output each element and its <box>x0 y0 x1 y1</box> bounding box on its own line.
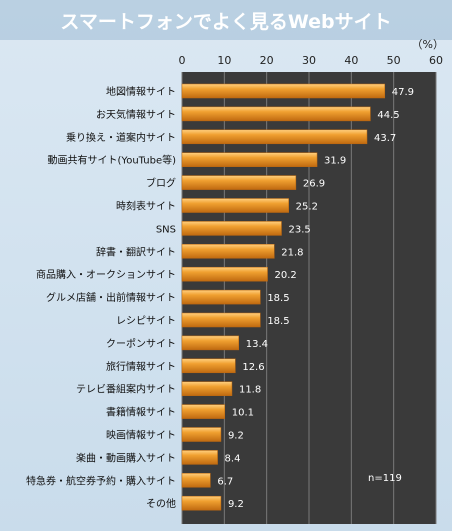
x-tick-label: 50 <box>387 54 401 67</box>
category-label: 地図情報サイト <box>106 85 176 98</box>
category-label: ブログ <box>146 177 176 190</box>
bar <box>181 450 218 465</box>
bar <box>181 152 318 167</box>
category-label: 動画共有サイト(YouTube等) <box>48 154 177 167</box>
sample-size-note: n=119 <box>368 473 402 484</box>
x-tick-label: 0 <box>179 54 186 67</box>
x-axis-ticks: 0 10 20 30 40 50 60 <box>179 54 444 67</box>
value-label: 23.5 <box>288 224 310 235</box>
value-label: 9.2 <box>228 499 244 510</box>
value-label: 47.9 <box>392 87 414 98</box>
value-label: 31.9 <box>324 156 346 167</box>
value-label: 26.9 <box>303 179 325 190</box>
value-label: 18.5 <box>267 316 289 327</box>
value-labels: 47.9 44.5 43.7 31.9 26.9 25.2 23.5 21.8 20.2 18.5… <box>217 87 414 510</box>
bar <box>181 83 386 99</box>
bar <box>181 358 236 374</box>
category-label: 旅行情報サイト <box>106 360 176 373</box>
value-label: 25.2 <box>296 202 318 213</box>
value-label: 12.6 <box>242 362 264 373</box>
bar <box>181 244 275 259</box>
value-label: 18.5 <box>267 293 289 304</box>
bar <box>181 129 368 145</box>
unit-label: （%） <box>412 38 444 51</box>
value-label: 20.2 <box>275 270 297 281</box>
value-label: 13.4 <box>246 339 268 350</box>
bar <box>181 289 261 305</box>
category-label: レシピサイト <box>116 315 176 327</box>
bar <box>181 404 226 419</box>
bar <box>181 266 268 282</box>
value-label: 9.2 <box>228 431 244 442</box>
category-label: 楽曲・動画購入サイト <box>76 451 176 464</box>
gridlines <box>181 72 437 524</box>
category-label: 乗り換え・道案内サイト <box>66 131 176 144</box>
bar <box>181 335 239 351</box>
category-label: その他 <box>146 497 176 510</box>
category-label: 時刻表サイト <box>116 200 176 213</box>
category-label: クーポンサイト <box>106 338 176 350</box>
value-label: 43.7 <box>374 133 396 144</box>
value-label: 21.8 <box>281 247 303 258</box>
x-tick-label: 60 <box>429 54 443 67</box>
category-label: SNS <box>156 224 176 235</box>
bar <box>181 198 289 213</box>
bar <box>181 495 222 511</box>
category-label: 書籍情報サイト <box>106 406 176 419</box>
value-label: 8.4 <box>225 453 241 464</box>
category-label: グルメ店舗・出前情報サイト <box>46 291 176 304</box>
bar <box>181 221 282 236</box>
x-tick-label: 10 <box>217 54 231 67</box>
bar <box>181 312 261 328</box>
bar <box>181 473 211 488</box>
bar <box>181 427 222 442</box>
category-labels: 地図情報サイトお天気情報サイト乗り換え・道案内サイト動画共有サイト(YouTub… <box>26 85 176 510</box>
chart-title: スマートフォンでよく見るWebサイト <box>60 11 391 33</box>
bars <box>181 83 386 511</box>
x-tick-label: 40 <box>344 54 358 67</box>
bar <box>181 106 371 122</box>
x-tick-label: 20 <box>260 54 274 67</box>
value-label: 6.7 <box>217 476 233 487</box>
category-label: 商品購入・オークションサイト <box>36 268 176 281</box>
x-tick-label: 30 <box>302 54 316 67</box>
bar <box>181 175 297 190</box>
category-label: 映画情報サイト <box>106 429 176 442</box>
title-banner <box>0 0 452 40</box>
category-label: テレビ番組案内サイト <box>76 383 176 396</box>
category-label: 特急券・航空券予約・購入サイト <box>26 474 176 487</box>
value-label: 44.5 <box>377 110 399 121</box>
value-label: 10.1 <box>232 408 254 419</box>
bar <box>181 381 233 396</box>
category-label: 辞書・翻訳サイト <box>96 245 176 258</box>
category-label: お天気情報サイト <box>96 108 176 121</box>
value-label: 11.8 <box>239 385 261 396</box>
